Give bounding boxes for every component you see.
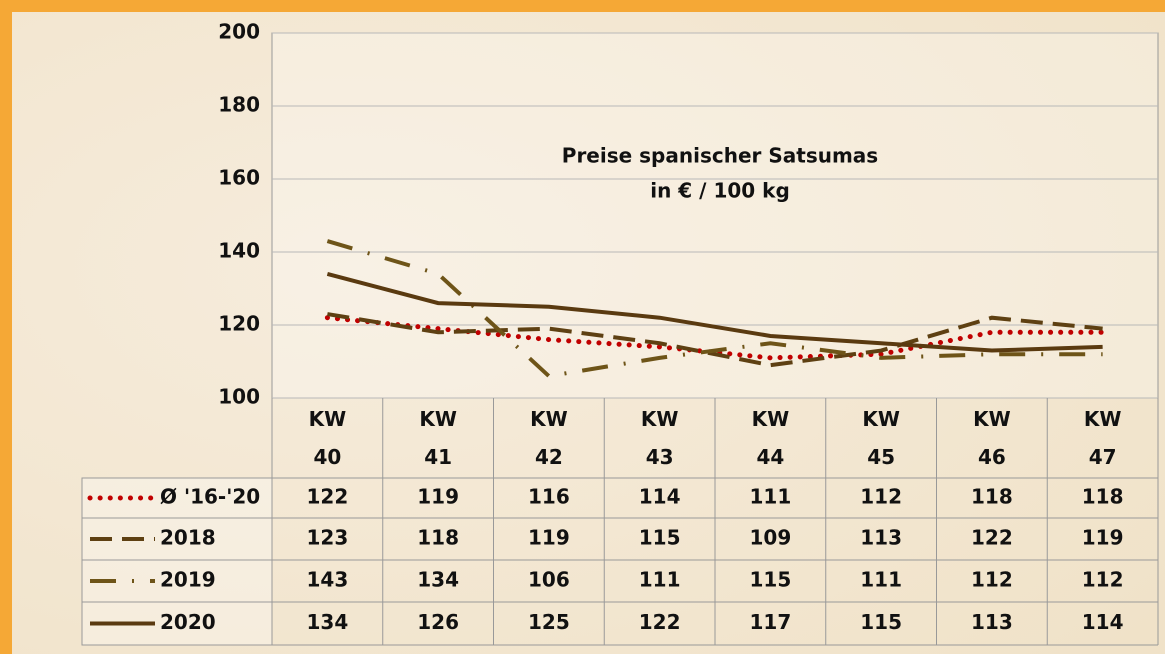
table-value: 114: [639, 485, 681, 509]
table-value: 117: [750, 610, 792, 634]
x-tick-label: KW 41: [419, 407, 457, 469]
x-tick-label: KW 45: [862, 407, 900, 469]
table-value: 114: [1082, 610, 1124, 634]
x-tick-label: KW 44: [751, 407, 790, 469]
table-value: 118: [971, 485, 1013, 509]
chart-title: Preise spanischer Satsumas: [562, 144, 878, 168]
table-value: 143: [307, 568, 349, 592]
table-value: 134: [307, 610, 349, 634]
table-value: 112: [1082, 568, 1124, 592]
table-value: 115: [860, 610, 902, 634]
series-line: [326, 271, 1103, 353]
legend-label: 2018: [160, 526, 216, 550]
table-value: 111: [860, 568, 902, 592]
table-value: 122: [639, 610, 681, 634]
table-value: 118: [1082, 485, 1124, 509]
table-value: 112: [860, 485, 902, 509]
y-tick-label: 120: [218, 312, 260, 336]
table-value: 113: [860, 526, 902, 550]
y-tick-label: 200: [218, 20, 260, 44]
table-value: 119: [528, 526, 570, 550]
table-value: 115: [639, 526, 681, 550]
y-tick-label: 180: [218, 93, 260, 117]
y-tick-label: 160: [218, 166, 260, 190]
table-value: 134: [417, 568, 459, 592]
x-tick-label: KW 43: [640, 407, 679, 469]
table-value: 118: [417, 526, 459, 550]
legend-label: 2019: [160, 568, 216, 592]
legend-label: Ø '16-'20: [160, 485, 260, 509]
table-value: 112: [971, 568, 1013, 592]
table-value: 123: [307, 526, 349, 550]
table-value: 119: [417, 485, 459, 509]
series-line: [327, 312, 1103, 368]
table-value: 119: [1082, 526, 1124, 550]
table-value: 122: [307, 485, 349, 509]
table-value: 109: [750, 526, 792, 550]
x-tick-label: KW 47: [1083, 407, 1122, 469]
table-value: 125: [528, 610, 570, 634]
table-value: 126: [417, 610, 459, 634]
x-tick-label: KW 42: [530, 407, 568, 469]
table-value: 111: [639, 568, 681, 592]
table-value: 106: [528, 568, 570, 592]
x-tick-label: KW 46: [973, 407, 1011, 469]
table-value: 115: [750, 568, 792, 592]
chart-subtitle: in € / 100 kg: [650, 179, 790, 203]
table-value: 113: [971, 610, 1013, 634]
plot-area: [271, 32, 1159, 399]
table-value: 122: [971, 526, 1013, 550]
table-value: 116: [528, 485, 570, 509]
series-line: [326, 239, 1103, 379]
legend-label: 2020: [160, 610, 216, 634]
y-tick-label: 140: [218, 239, 260, 263]
y-tick-label: 100: [218, 385, 260, 409]
table-value: 111: [750, 485, 792, 509]
x-tick-label: KW 40: [308, 407, 347, 469]
